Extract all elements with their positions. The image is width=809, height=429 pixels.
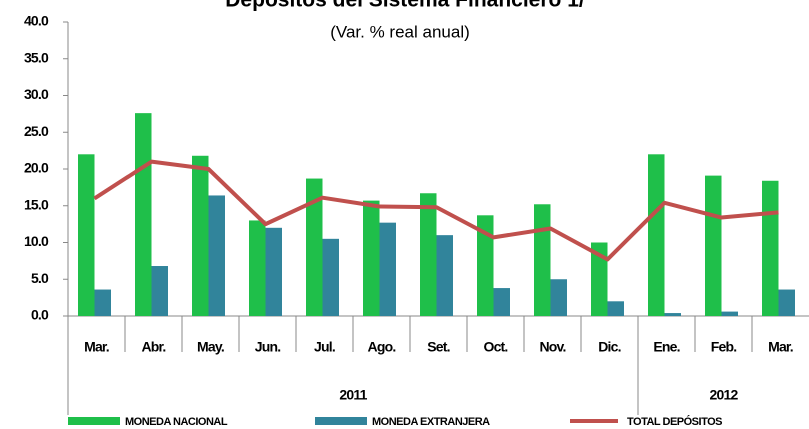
y-tick-label: 35.0 [24, 49, 49, 65]
bar [705, 175, 722, 316]
y-tick-label: 15.0 [24, 196, 49, 212]
bar [493, 288, 510, 316]
bar [135, 113, 152, 316]
bar [363, 200, 380, 316]
y-tick-label: 10.0 [24, 233, 49, 249]
bar [78, 154, 95, 316]
legend-label: MONEDA EXTRANJERA [372, 416, 490, 428]
line-series [93, 159, 779, 262]
bar [379, 222, 396, 316]
x-tick-label: Jun. [255, 339, 281, 355]
bar [265, 227, 282, 316]
bar [607, 301, 624, 316]
bar [436, 235, 453, 316]
x-tick-label: Set. [427, 339, 449, 355]
x-tick-label: Ene. [653, 339, 679, 355]
bar [192, 155, 209, 316]
x-tick-label: Oct. [483, 339, 507, 355]
bar [306, 178, 323, 316]
bar [762, 180, 779, 316]
y-tick-label: 20.0 [24, 160, 49, 176]
bar [477, 215, 494, 316]
x-tick-label: Dic. [598, 339, 620, 355]
bar [322, 238, 339, 316]
chart-subtitle: (Var. % real anual) [330, 22, 470, 41]
bar [721, 311, 738, 316]
y-tick-label: 40.0 [24, 13, 49, 29]
x-tick-label: Mar. [84, 339, 109, 355]
y-tick-label: 5.0 [31, 270, 49, 286]
y-tick-label: 30.0 [24, 86, 49, 102]
group-label: 2011 [339, 387, 367, 403]
legend-label: TOTAL DEPÓSITOS [627, 415, 722, 428]
x-tick-label: Jul. [314, 339, 335, 355]
x-tick-label: Mar. [768, 339, 793, 355]
bar [648, 154, 665, 316]
chart-title: Depósitos del Sistema Financiero 1/ [225, 0, 585, 12]
bar [550, 279, 567, 316]
x-tick-label: Ago. [368, 339, 396, 355]
bar [664, 313, 681, 316]
bar [94, 289, 111, 316]
bar [151, 266, 168, 316]
legend-swatch [315, 417, 367, 425]
x-tick-label: May. [197, 339, 224, 355]
bar [534, 204, 551, 316]
x-tick-label: Nov. [539, 339, 565, 355]
group-label: 2012 [710, 387, 739, 403]
y-tick-label: 25.0 [24, 123, 49, 139]
x-tick-label: Abr. [141, 339, 165, 355]
bar [249, 220, 266, 316]
bar [778, 289, 795, 316]
x-tick-label: Feb. [711, 339, 737, 355]
bar [208, 195, 225, 316]
legend-swatch [68, 417, 120, 425]
y-tick-label: 0.0 [31, 307, 49, 323]
legend-label: MONEDA NACIONAL [125, 416, 228, 428]
bar [420, 193, 437, 316]
bar [591, 242, 608, 316]
